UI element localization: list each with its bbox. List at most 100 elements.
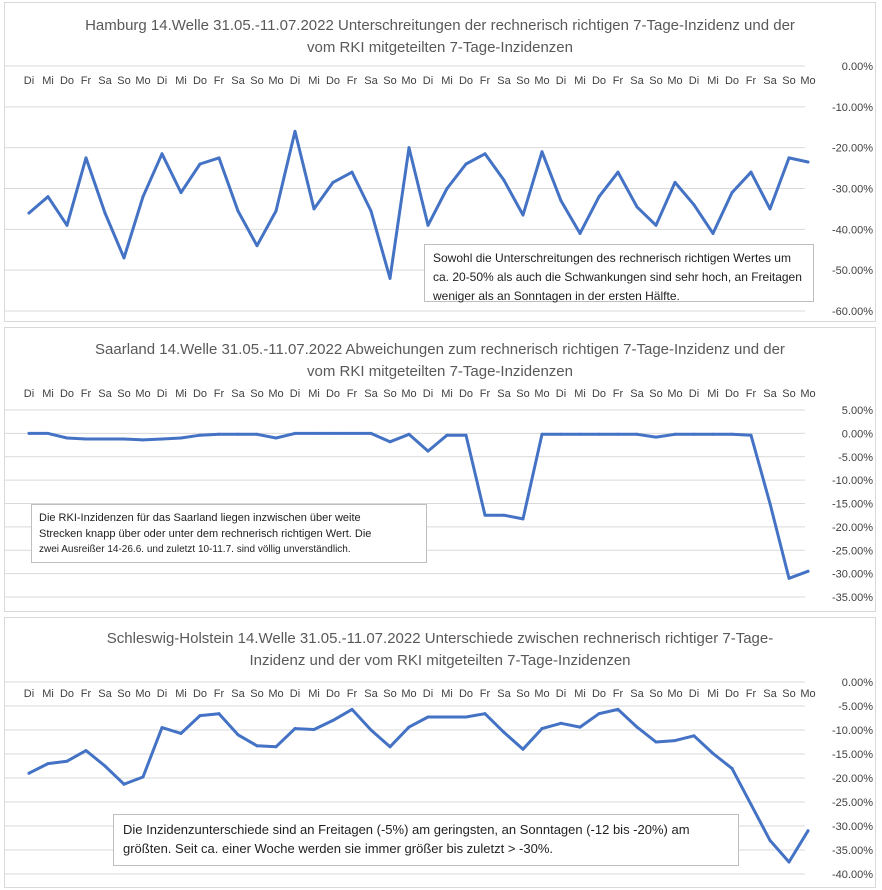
x-tick-label: Sa	[364, 688, 378, 700]
data-point	[673, 739, 677, 743]
y-tick-label: -30.00%	[832, 569, 873, 581]
x-tick-label: Do	[326, 388, 340, 400]
data-point	[445, 715, 449, 719]
chart-title-line: vom RKI mitgeteilten 7-Tage-Inzidenzen	[307, 39, 573, 56]
data-point	[217, 712, 221, 716]
data-point	[198, 162, 202, 166]
data-point	[673, 432, 677, 436]
x-tick-label: Do	[60, 388, 74, 400]
x-tick-label: Mi	[441, 388, 453, 400]
data-point	[730, 432, 734, 436]
data-point	[464, 715, 468, 719]
x-tick-label: Mi	[175, 688, 187, 700]
x-tick-label: Mo	[800, 388, 815, 400]
data-point	[179, 731, 183, 735]
x-tick-label: Fr	[613, 388, 624, 400]
y-tick-label: -25.00%	[832, 797, 873, 809]
data-point	[84, 749, 88, 753]
data-point	[502, 178, 506, 182]
x-tick-label: Sa	[497, 688, 511, 700]
x-tick-label: Mo	[135, 388, 150, 400]
x-tick-label: Di	[24, 75, 34, 87]
y-tick-label: -10.00%	[832, 475, 873, 487]
data-point	[464, 433, 468, 437]
x-tick-label: So	[117, 688, 130, 700]
data-point	[122, 782, 126, 786]
x-tick-label: Do	[459, 688, 473, 700]
data-point	[768, 207, 772, 211]
x-tick-label: Mo	[401, 75, 416, 87]
data-point	[141, 438, 145, 442]
data-point	[616, 432, 620, 436]
data-point	[464, 162, 468, 166]
x-tick-label: Sa	[98, 75, 112, 87]
x-tick-label: Fr	[746, 75, 757, 87]
x-tick-label: Sa	[364, 75, 378, 87]
x-tick-label: Di	[24, 688, 34, 700]
x-tick-label: Di	[157, 75, 167, 87]
x-tick-label: Sa	[231, 75, 245, 87]
data-point	[388, 745, 392, 749]
data-point	[768, 502, 772, 505]
x-tick-label: Di	[290, 75, 300, 87]
x-tick-label: Fr	[613, 688, 624, 700]
annotation-line: Sowohl die Unterschreitungen des rechner…	[433, 251, 791, 265]
data-point	[749, 433, 753, 437]
data-point	[293, 727, 297, 731]
chart-title: Schleswig-Holstein 14.Welle 31.05.-11.07…	[5, 628, 875, 672]
data-point	[198, 714, 202, 718]
chart-title-line: Hamburg 14.Welle 31.05.-11.07.2022 Unter…	[85, 17, 795, 34]
x-tick-label: So	[250, 388, 263, 400]
y-tick-label: -15.00%	[832, 499, 873, 511]
x-tick-label: Sa	[497, 388, 511, 400]
y-tick-label: -15.00%	[832, 749, 873, 761]
data-point	[426, 715, 430, 719]
y-tick-label: -20.00%	[832, 522, 873, 534]
data-point	[274, 436, 278, 440]
data-point	[521, 213, 525, 217]
data-point	[806, 160, 810, 164]
x-tick-label: Fr	[81, 75, 92, 87]
x-tick-label: Sa	[630, 388, 644, 400]
x-tick-label: Mi	[308, 388, 320, 400]
x-tick-label: Mo	[401, 688, 416, 700]
x-tick-label: Fr	[214, 688, 225, 700]
x-tick-label: Do	[193, 688, 207, 700]
y-tick-label: 0.00%	[842, 677, 873, 689]
data-point	[369, 728, 373, 732]
data-point	[27, 211, 31, 215]
data-point	[692, 734, 696, 738]
data-point	[483, 152, 487, 156]
data-point	[331, 180, 335, 184]
x-tick-label: Do	[60, 688, 74, 700]
x-tick-label: Di	[689, 688, 699, 700]
x-tick-label: So	[649, 688, 662, 700]
y-tick-label: 0.00%	[842, 61, 873, 73]
x-tick-label: So	[383, 388, 396, 400]
data-point	[141, 775, 145, 779]
x-tick-label: Mi	[42, 75, 54, 87]
x-tick-label: Sa	[497, 75, 511, 87]
x-tick-label: So	[250, 75, 263, 87]
x-tick-label: Sa	[98, 388, 112, 400]
data-point	[787, 156, 791, 160]
x-tick-label: Do	[60, 75, 74, 87]
x-tick-label: So	[649, 75, 662, 87]
x-tick-label: Sa	[630, 688, 644, 700]
data-point	[578, 725, 582, 729]
x-tick-label: Sa	[763, 75, 777, 87]
data-point	[597, 712, 601, 716]
x-tick-label: Do	[725, 688, 739, 700]
x-tick-label: Di	[290, 688, 300, 700]
x-tick-label: Do	[725, 75, 739, 87]
data-point	[730, 766, 734, 770]
data-point	[445, 187, 449, 190]
x-tick-label: Mi	[707, 688, 719, 700]
data-point	[540, 432, 544, 436]
x-tick-label: So	[782, 75, 795, 87]
x-tick-label: Do	[592, 75, 606, 87]
annotation-box: Sowohl die Unterschreitungen des rechner…	[424, 244, 814, 303]
data-point	[559, 432, 563, 436]
x-tick-label: Mi	[308, 75, 320, 87]
data-point	[578, 432, 582, 436]
